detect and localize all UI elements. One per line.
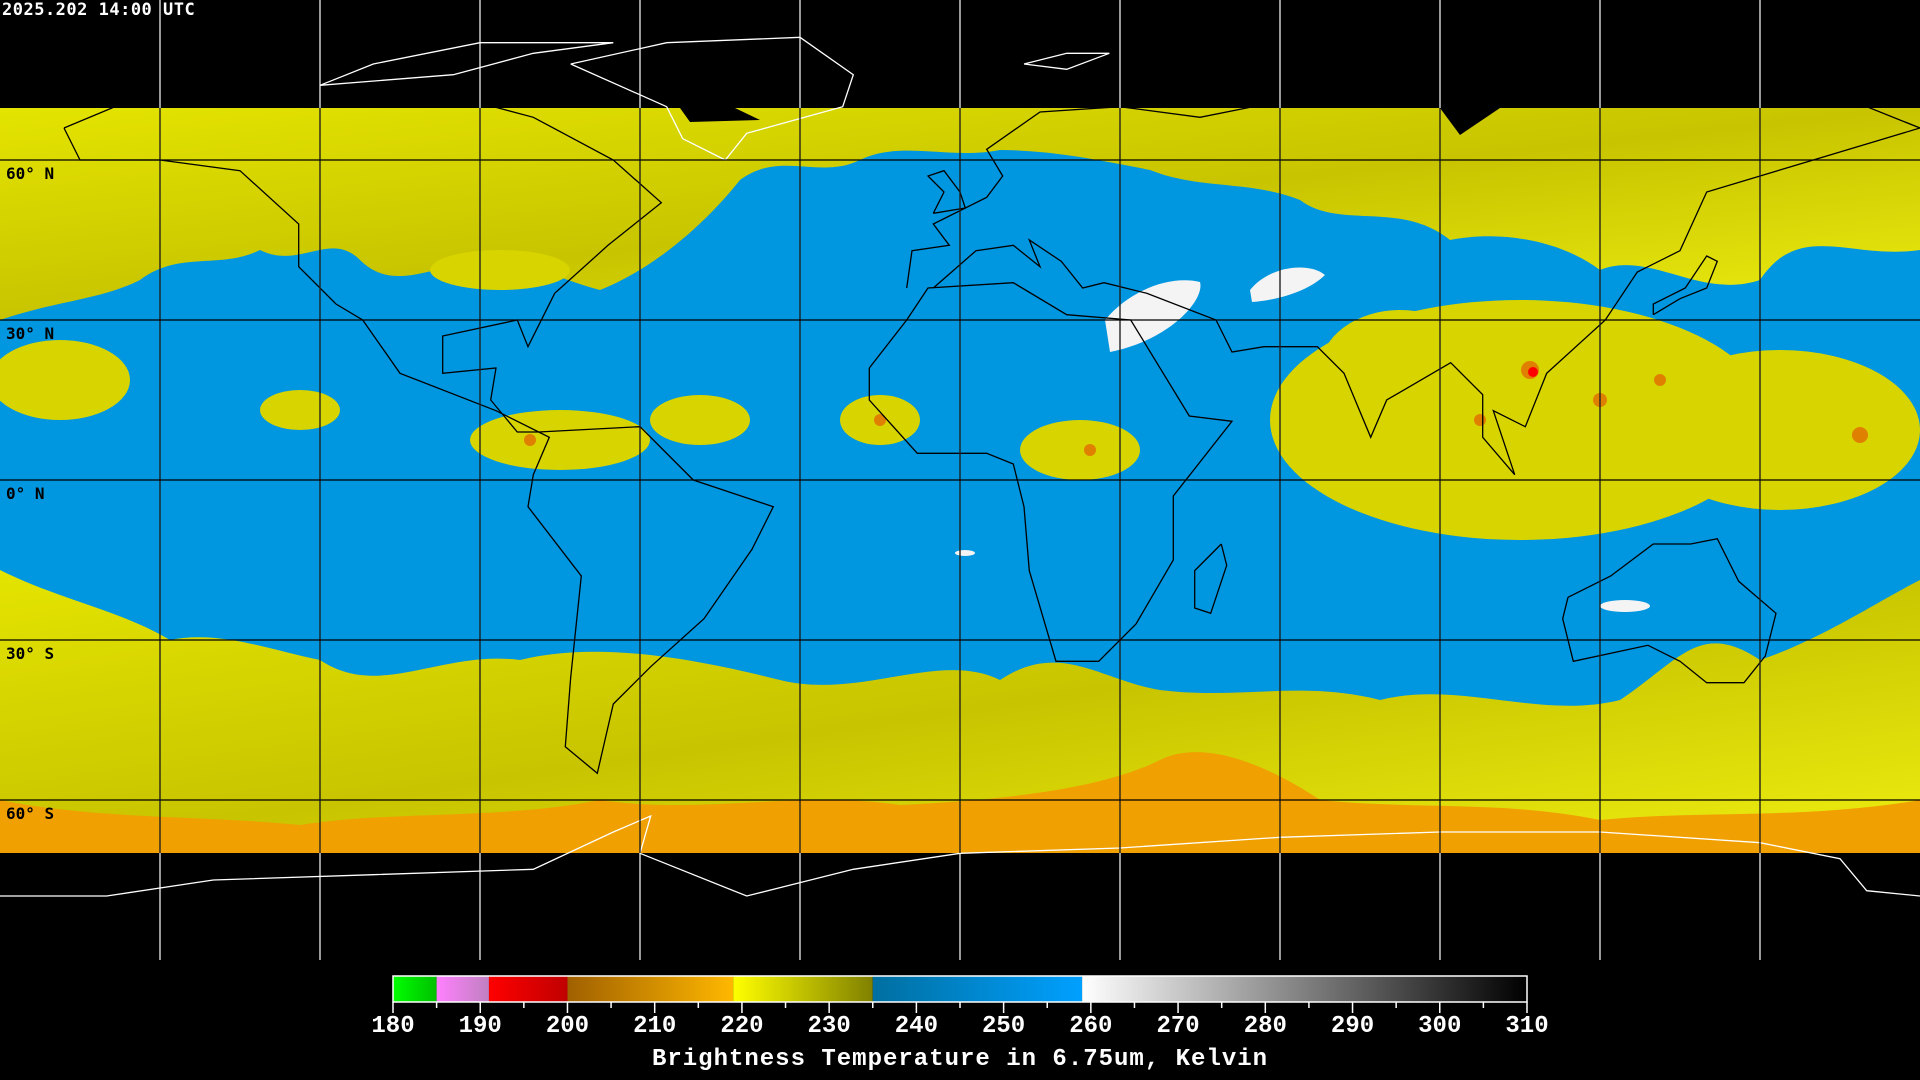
- colorbar-tick-label: 310: [1505, 1013, 1549, 1040]
- coastline-madagascar: [1194, 543, 1228, 615]
- colorbar-tick-label: 210: [633, 1013, 677, 1040]
- colorbar-tick-label: 200: [545, 1013, 590, 1040]
- coastline-eurasia: [906, 74, 1920, 476]
- coastline-uk: [926, 169, 967, 214]
- lat-label-60s: 60° S: [6, 804, 55, 823]
- colorbar-tick-label: 260: [1069, 1013, 1113, 1040]
- colorbar-segment: [393, 976, 437, 1002]
- water-vapor-map: [0, 0, 1920, 960]
- coastline-australia: [1562, 537, 1777, 684]
- colorbar-tick-label: 230: [807, 1013, 851, 1040]
- coastline-south-america: [527, 426, 775, 775]
- lat-label-60n: 60° N: [6, 164, 55, 183]
- coastline-africa: [868, 282, 1234, 662]
- colorbar-segment: [488, 976, 568, 1002]
- colorbar-tick-label: 270: [1156, 1013, 1200, 1040]
- colorbar-segment: [567, 976, 734, 1002]
- colorbar-segment: [733, 976, 873, 1002]
- graticule: [0, 0, 1920, 960]
- colorbar-tick-label: 240: [894, 1013, 938, 1040]
- timestamp: 2025.202 14:00 UTC: [2, 0, 196, 20]
- colorbar-tick-label: 180: [371, 1013, 415, 1040]
- colorbar-tick-label: 250: [982, 1013, 1026, 1040]
- coastline-svalbard: [1023, 52, 1110, 70]
- coastline-japan: [1652, 255, 1719, 316]
- colorbar-tick-label: 190: [458, 1013, 502, 1040]
- colorbar-segment: [872, 976, 1083, 1002]
- colorbar-segment: [436, 976, 489, 1002]
- coastline-north-america: [63, 95, 663, 433]
- colorbar-tick-label: 220: [720, 1013, 764, 1040]
- coastline-arctic-islands: [319, 42, 614, 86]
- lat-label-30n: 30° N: [6, 324, 55, 343]
- colorbar: [392, 975, 1528, 1013]
- coastline-greenland: [570, 36, 855, 161]
- cold-core: [1528, 367, 1538, 377]
- colorbar-tick-label: 280: [1243, 1013, 1287, 1040]
- colorbar-tick-label: 290: [1330, 1013, 1375, 1040]
- lat-label-30s: 30° S: [6, 644, 55, 663]
- colorbar-tick-label: 300: [1418, 1013, 1462, 1040]
- colorbar-segment: [1082, 976, 1527, 1002]
- colorbar-title: Brightness Temperature in 6.75um, Kelvin: [651, 1046, 1269, 1073]
- lat-label-0: 0° N: [6, 484, 45, 503]
